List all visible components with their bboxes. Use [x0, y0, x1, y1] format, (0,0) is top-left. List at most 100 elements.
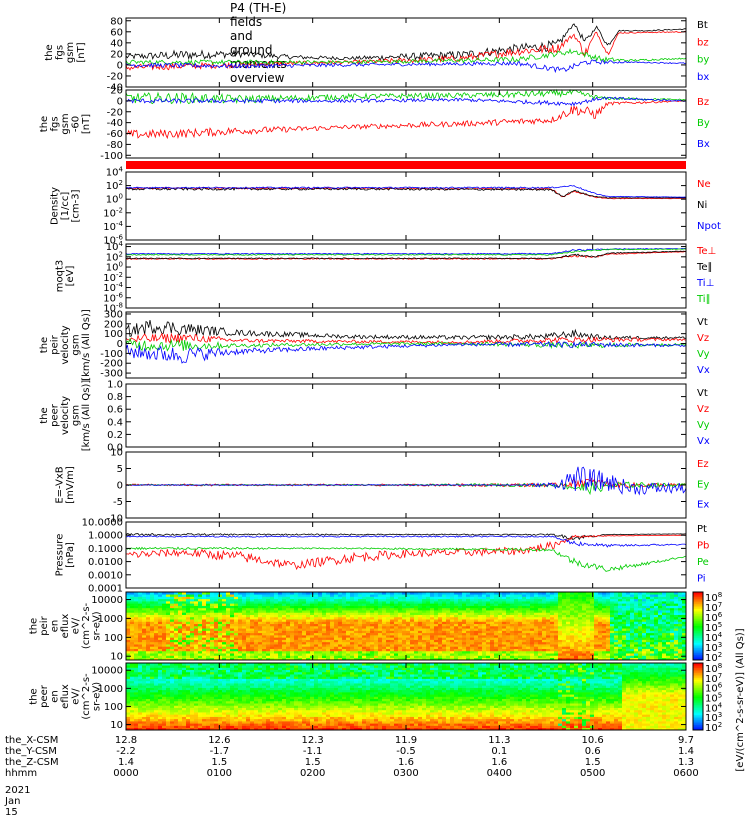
heatmap-cell	[142, 655, 146, 658]
heatmap-cell	[614, 621, 618, 624]
heatmap-cell	[130, 717, 134, 720]
heatmap-cell	[466, 651, 470, 654]
heatmap-cell	[534, 626, 538, 629]
heatmap-cell	[462, 628, 466, 631]
heatmap-cell	[154, 637, 158, 640]
heatmap-cell	[234, 594, 238, 597]
heatmap-cell	[458, 617, 462, 620]
heatmap-cell	[190, 606, 194, 609]
heatmap-cell	[514, 612, 518, 615]
heatmap-cell	[506, 599, 510, 602]
legend-fgs_gsm_minus60-0: Bz	[697, 97, 709, 108]
heatmap-cell	[146, 714, 150, 717]
heatmap-cell	[198, 644, 202, 647]
heatmap-cell	[174, 655, 178, 658]
heatmap-cell	[234, 608, 238, 611]
heatmap-cell	[262, 615, 266, 618]
heatmap-cell	[446, 617, 450, 620]
heatmap-cell	[474, 624, 478, 627]
heatmap-cell	[594, 599, 598, 602]
heatmap-cell	[138, 701, 142, 704]
heatmap-cell	[422, 612, 426, 615]
heatmap-cell	[298, 651, 302, 654]
heatmap-cell	[150, 615, 154, 618]
heatmap-cell	[402, 612, 406, 615]
heatmap-cell	[282, 642, 286, 645]
heatmap-cell	[178, 617, 182, 620]
heatmap-cell	[126, 642, 130, 645]
heatmap-cell	[134, 599, 138, 602]
heatmap-cell	[150, 694, 154, 697]
heatmap-cell	[494, 651, 498, 654]
heatmap-cell	[538, 606, 542, 609]
heatmap-cell	[278, 612, 282, 615]
heatmap-cell	[154, 655, 158, 658]
heatmap-cell	[598, 601, 602, 604]
heatmap-cell	[142, 726, 146, 729]
heatmap-cell	[634, 635, 638, 638]
heatmap-cell	[166, 667, 170, 670]
heatmap-cell	[478, 653, 482, 656]
heatmap-cell	[474, 615, 478, 618]
heatmap-cell	[506, 626, 510, 629]
heatmap-cell	[242, 608, 246, 611]
heatmap-cell	[210, 626, 214, 629]
ytick-label: 0	[117, 96, 123, 107]
heatmap-cell	[426, 653, 430, 656]
heatmap-cell	[454, 610, 458, 613]
heatmap-cell	[390, 631, 394, 634]
heatmap-cell	[466, 617, 470, 620]
heatmap-cell	[150, 646, 154, 649]
heatmap-cell	[450, 597, 454, 600]
heatmap-cell	[638, 655, 642, 658]
heatmap-cell	[630, 626, 634, 629]
heatmap-cell	[566, 612, 570, 615]
heatmap-cell	[494, 603, 498, 606]
heatmap-cell	[522, 612, 526, 615]
heatmap-cell	[370, 642, 374, 645]
heatmap-cell	[382, 649, 386, 652]
heatmap-cell	[594, 646, 598, 649]
heatmap-cell	[546, 624, 550, 627]
heatmap-cell	[302, 610, 306, 613]
heatmap-cell	[602, 608, 606, 611]
heatmap-cell	[218, 612, 222, 615]
heatmap-cell	[166, 685, 170, 688]
heatmap-cell	[458, 631, 462, 634]
ylabel-line: fgs	[50, 116, 61, 131]
heatmap-cell	[374, 649, 378, 652]
series-peir_velocity-0	[126, 320, 686, 339]
heatmap-cell	[294, 608, 298, 611]
heatmap-cell	[126, 719, 130, 722]
heatmap-cell	[266, 635, 270, 638]
heatmap-cell	[674, 635, 678, 638]
heatmap-cell	[546, 606, 550, 609]
heatmap-cell	[550, 631, 554, 634]
heatmap-cell	[410, 642, 414, 645]
heatmap-cell	[570, 642, 574, 645]
heatmap-cell	[586, 599, 590, 602]
heatmap-cell	[174, 631, 178, 634]
heatmap-cell	[634, 653, 638, 656]
heatmap-cell	[134, 612, 138, 615]
heatmap-cell	[230, 642, 234, 645]
heatmap-cell	[398, 617, 402, 620]
heatmap-cell	[618, 608, 622, 611]
heatmap-cell	[574, 617, 578, 620]
heatmap-cell	[542, 644, 546, 647]
heatmap-cell	[254, 599, 258, 602]
heatmap-cell	[322, 646, 326, 649]
heatmap-cell	[202, 610, 206, 613]
heatmap-cell	[138, 608, 142, 611]
heatmap-cell	[294, 640, 298, 643]
heatmap-cell	[258, 649, 262, 652]
heatmap-cell	[518, 644, 522, 647]
heatmap-cell	[470, 615, 474, 618]
heatmap-cell	[446, 599, 450, 602]
heatmap-cell	[178, 644, 182, 647]
heatmap-cell	[598, 646, 602, 649]
heatmap-cell	[178, 646, 182, 649]
heatmap-cell	[150, 665, 154, 668]
heatmap-cell	[170, 601, 174, 604]
heatmap-cell	[162, 717, 166, 720]
